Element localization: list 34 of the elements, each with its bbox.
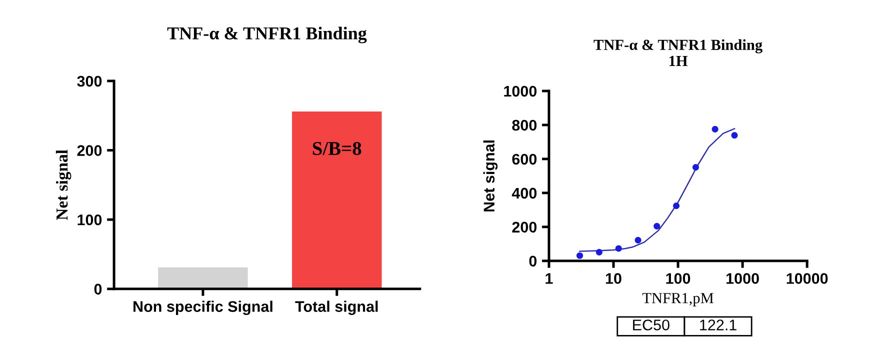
point [615,245,622,252]
x-tick-label: 10 [606,273,622,284]
y-tick-label: 300 [77,76,102,87]
point [654,222,660,230]
text: EC50 [633,320,670,330]
y-tick-label: 200 [77,145,102,156]
point [576,252,584,259]
point [596,248,602,256]
x-tick-label: 10000 [786,273,828,284]
point [731,132,738,139]
y-tick-label: 200 [512,222,537,233]
chart-title: TNF-α & TNFR1 Binding 1H [594,39,762,66]
y-tick-label: 1000 [504,86,537,97]
text: 122.1 [700,320,736,330]
x-tick-label: Total signal [295,300,378,316]
x-tick-label: 1 [546,273,553,284]
x-tick-label: 100 [666,273,690,284]
x-tick-label: 1000 [726,273,759,284]
point [712,126,718,133]
y-axis-title: Net signal [483,140,498,212]
y-tick-label: 800 [512,120,537,131]
y-tick-label: 600 [512,154,537,165]
y-tick-label: 0 [94,284,102,295]
y-tick-label: 100 [78,214,102,226]
point [692,164,700,171]
point [634,236,642,244]
y-tick-label: 400 [512,188,537,199]
chart-title: TNF-α & TNFR1 Binding [167,26,367,44]
x-tick-label: Non specific Signal [134,300,272,316]
annotation: S/B=8 [312,142,362,156]
y-tick-label: 0 [529,256,537,267]
point [673,202,680,210]
x-axis-title: TNFR1,pM [642,293,714,306]
y-axis-title: Net signal [56,150,72,220]
